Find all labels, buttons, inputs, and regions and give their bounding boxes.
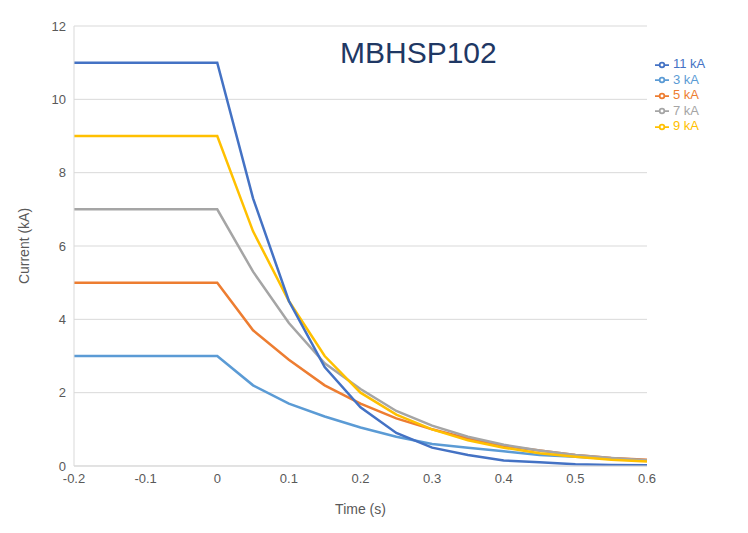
svg-text:Current (kA): Current (kA)	[16, 208, 32, 284]
svg-text:Time (s): Time (s)	[335, 501, 386, 517]
svg-text:4: 4	[59, 312, 66, 327]
html-text:3 kA: 3 kA	[673, 71, 699, 87]
html-text:9 kA: 9 kA	[673, 118, 699, 134]
svg-text:12: 12	[52, 19, 66, 34]
svg-text:10: 10	[52, 92, 66, 107]
svg-text:0.4: 0.4	[495, 471, 513, 486]
svg-text:-0.2: -0.2	[63, 471, 85, 486]
svg-text:6: 6	[59, 239, 66, 254]
svg-text:0: 0	[214, 471, 221, 486]
svg-text:0.5: 0.5	[566, 471, 584, 486]
html-text:5 kA: 5 kA	[673, 87, 699, 103]
html-text:11 kA: 11 kA	[673, 56, 706, 71]
svg-text:-0.1: -0.1	[134, 471, 156, 486]
svg-text:2: 2	[59, 385, 66, 400]
svg-text:0: 0	[59, 459, 66, 474]
svg-text:8: 8	[59, 165, 66, 180]
svg-text:0.2: 0.2	[351, 471, 369, 486]
html-text:7 kA: 7 kA	[673, 102, 699, 118]
svg-text:0.6: 0.6	[638, 471, 656, 486]
svg-text:0.3: 0.3	[423, 471, 441, 486]
html-text:MBHSP102: MBHSP102	[340, 36, 497, 69]
svg-text:0.1: 0.1	[280, 471, 298, 486]
